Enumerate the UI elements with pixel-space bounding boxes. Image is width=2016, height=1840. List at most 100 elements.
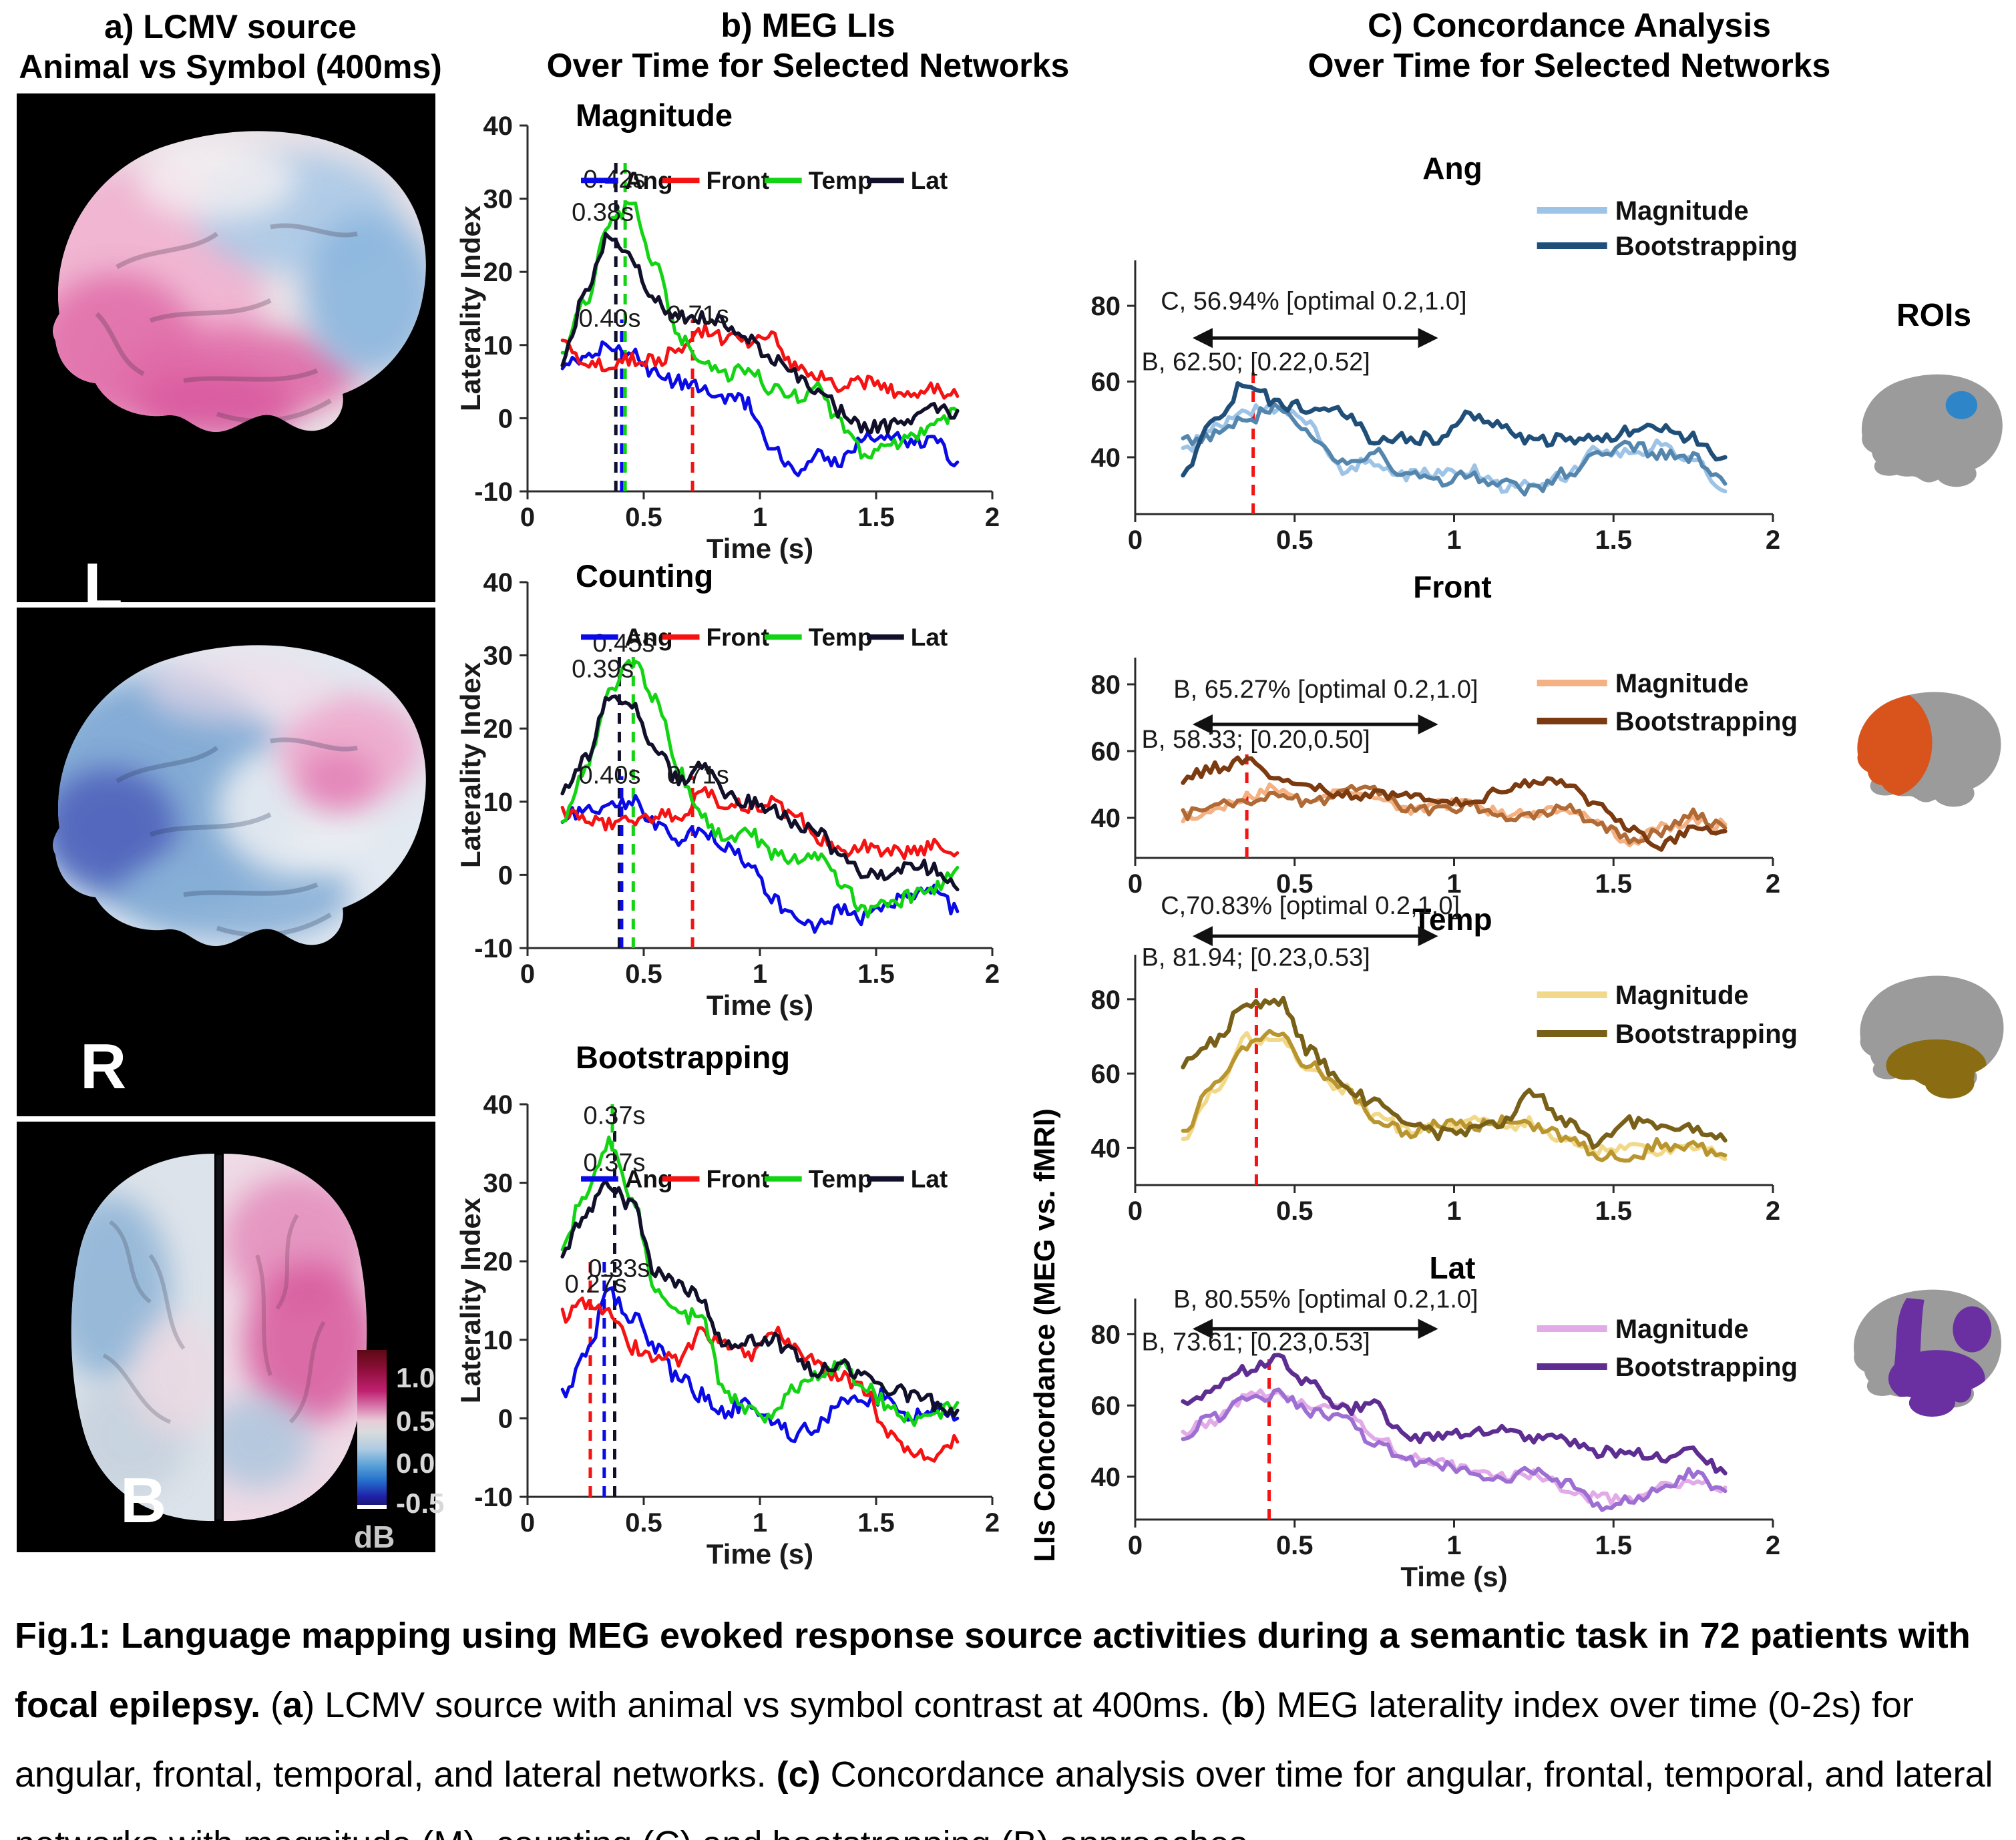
x-tick-label: 0.5 [1276, 1196, 1314, 1226]
x-tick-label: 1.5 [1595, 1196, 1632, 1226]
y-tick-label: 0 [498, 861, 513, 890]
legend-label-magnitude: Magnitude [1615, 669, 1749, 698]
roi-brain-front [1842, 651, 2012, 848]
series-ang [560, 794, 960, 934]
y-tick-label: 40 [483, 573, 514, 598]
caption-segment: ) LCMV source with animal vs symbol cont… [303, 1685, 1233, 1725]
legend-label-bootstrapping: Bootstrapping [1615, 707, 1796, 736]
series-front [560, 786, 960, 861]
roi-patch-group [1945, 391, 1978, 419]
colorbar-tick-4: -0.5 [396, 1487, 445, 1519]
colorbar-tick-3: 0.0 [396, 1447, 435, 1479]
annotation-text: 0.45s [592, 630, 654, 658]
y-tick-label: -10 [474, 934, 513, 963]
x-tick-label: 1 [1446, 1196, 1461, 1226]
series-magnitude [1181, 1031, 1728, 1161]
x-tick-label: 0.5 [625, 959, 662, 989]
range-arrow-head-left [1192, 926, 1213, 947]
y-tick-label: 60 [1091, 367, 1121, 397]
series-magnitude [1181, 1388, 1728, 1506]
annotation-text: 0.71s [667, 761, 729, 789]
annotation-text: C, 56.94% [optimal 0.2,1.0] [1161, 288, 1466, 316]
caption-segment: ) MEG laterality index over time (0-2s) … [15, 1685, 1914, 1795]
y-tick-label: 20 [483, 258, 514, 287]
series-temp [560, 200, 960, 460]
x-tick-label: 0.5 [1276, 525, 1314, 555]
annotation-text: 0.71s [667, 301, 729, 329]
y-tick-label: 0 [498, 1404, 513, 1433]
x-tick-label: 0.5 [1276, 1531, 1314, 1560]
series-counting [1181, 1387, 1728, 1512]
panel-c-title: C) Concordance Analysis Over Time for Se… [1189, 5, 1950, 85]
y-tick-label: 40 [1091, 804, 1121, 833]
annotation-text: 0.33s [588, 1255, 650, 1283]
x-tick-label: 1.5 [1595, 525, 1632, 555]
y-axis-label: Laterality Index [457, 662, 486, 868]
x-tick-label: 1 [753, 503, 767, 532]
legend-label-temp: Temp [809, 624, 873, 651]
annotation-text: B, 80.55% [optimal 0.2,1.0] [1173, 1285, 1478, 1313]
x-tick-label: 0.5 [625, 503, 662, 532]
annotation-text: B, 73.61; [0.23,0.53] [1142, 1328, 1370, 1356]
y-tick-label: 80 [1091, 985, 1121, 1015]
legend-label-magnitude: Magnitude [1615, 1315, 1749, 1344]
legend-label-magnitude: Magnitude [1615, 981, 1749, 1010]
figure-caption: Fig.1: Language mapping using MEG evoked… [15, 1601, 2005, 1840]
chart-svg-temp: 0 0.5 1 1.5 2 40 60 80 C,70.83% [optimal 0.2,1.0… [1091, 892, 1797, 1226]
y-tick-label: 20 [483, 1247, 514, 1277]
legend-label-front: Front [707, 1166, 770, 1193]
roi-patch-ang [1945, 391, 1978, 419]
x-tick-label: 1 [753, 959, 767, 989]
legend-label-bootstrapping: Bootstrapping [1615, 232, 1796, 261]
series-lat [560, 232, 960, 435]
y-tick-label: 80 [1091, 292, 1121, 321]
roi-brain-ang [1846, 330, 2013, 531]
y-tick-label: 40 [1091, 1134, 1121, 1163]
colorbar-end-line [357, 1505, 387, 1509]
annotation-text: 0.40s [579, 304, 641, 332]
chart-magnitude: 0 0.5 1 1.5 2 -10 0 10 20 30 40 Laterality Index Tim… [457, 116, 1002, 565]
x-tick-label: 0 [520, 503, 535, 532]
y-tick-label: 40 [1091, 443, 1121, 473]
x-tick-label: 2 [1766, 525, 1780, 555]
x-tick-label: 2 [1766, 1196, 1780, 1226]
view-label-L: L [83, 550, 123, 622]
roi-brain-temp [1844, 931, 2015, 1135]
series-bootstrapping [1181, 1353, 1728, 1475]
y-tick-label: 30 [483, 642, 514, 671]
annotation-text: B, 58.33; [0.20,0.50] [1142, 726, 1370, 754]
panel-b-title: b) MEG LIs Over Time for Selected Networ… [508, 5, 1108, 85]
caption-segment: (c) [776, 1755, 821, 1795]
roi-brain-lat [1838, 1245, 2013, 1452]
brain-axial-image [71, 1154, 367, 1522]
roi-patch-front [1857, 692, 1933, 798]
y-tick-label: 40 [483, 116, 514, 141]
net-title-front: Front [1413, 569, 1492, 604]
legend-label-lat: Lat [911, 1166, 948, 1193]
roi-brain-svg-lat [1854, 1289, 2002, 1417]
brain-panel-bottom: B 1.0 0.5 0.0 -0.5 dB [17, 1122, 444, 1554]
rois-label: ROIs [1896, 298, 1972, 333]
brain-right-surface [53, 645, 426, 946]
range-arrow-head-right [1418, 926, 1438, 947]
range-arrow-head-left [1192, 328, 1213, 349]
panel-b-title-line2: Over Time for Selected Networks [546, 47, 1070, 84]
legend-label-front: Front [707, 167, 770, 194]
series-counting [1181, 1029, 1728, 1163]
annotation-text: B, 81.94; [0.23,0.53] [1142, 944, 1370, 972]
chart-temp-concordance: 0 0.5 1 1.5 2 40 60 80 C,70.83% [optimal 0.2,1.0… [1082, 861, 1797, 1249]
panel-a-title: a) LCMV source Animal vs Symbol (400ms) [13, 7, 447, 87]
brain-left-lateral-image [53, 131, 426, 432]
x-axis-label: Time (s) [707, 989, 813, 1021]
annotation-text: C,70.83% [optimal 0.2,1.0] [1161, 892, 1460, 920]
y-tick-label: 10 [483, 1326, 514, 1355]
x-tick-label: 0 [520, 1508, 535, 1538]
chart-counting: 0 0.5 1 1.5 2 -10 0 10 20 30 40 Laterality Index Tim… [457, 573, 1002, 1021]
y-axis-label: Laterality Index [457, 205, 486, 411]
series-temp [560, 658, 960, 919]
x-tick-label: 1 [1446, 869, 1461, 899]
roi-patch-lat [1953, 1306, 1992, 1353]
x-tick-label: 1.5 [857, 959, 895, 989]
